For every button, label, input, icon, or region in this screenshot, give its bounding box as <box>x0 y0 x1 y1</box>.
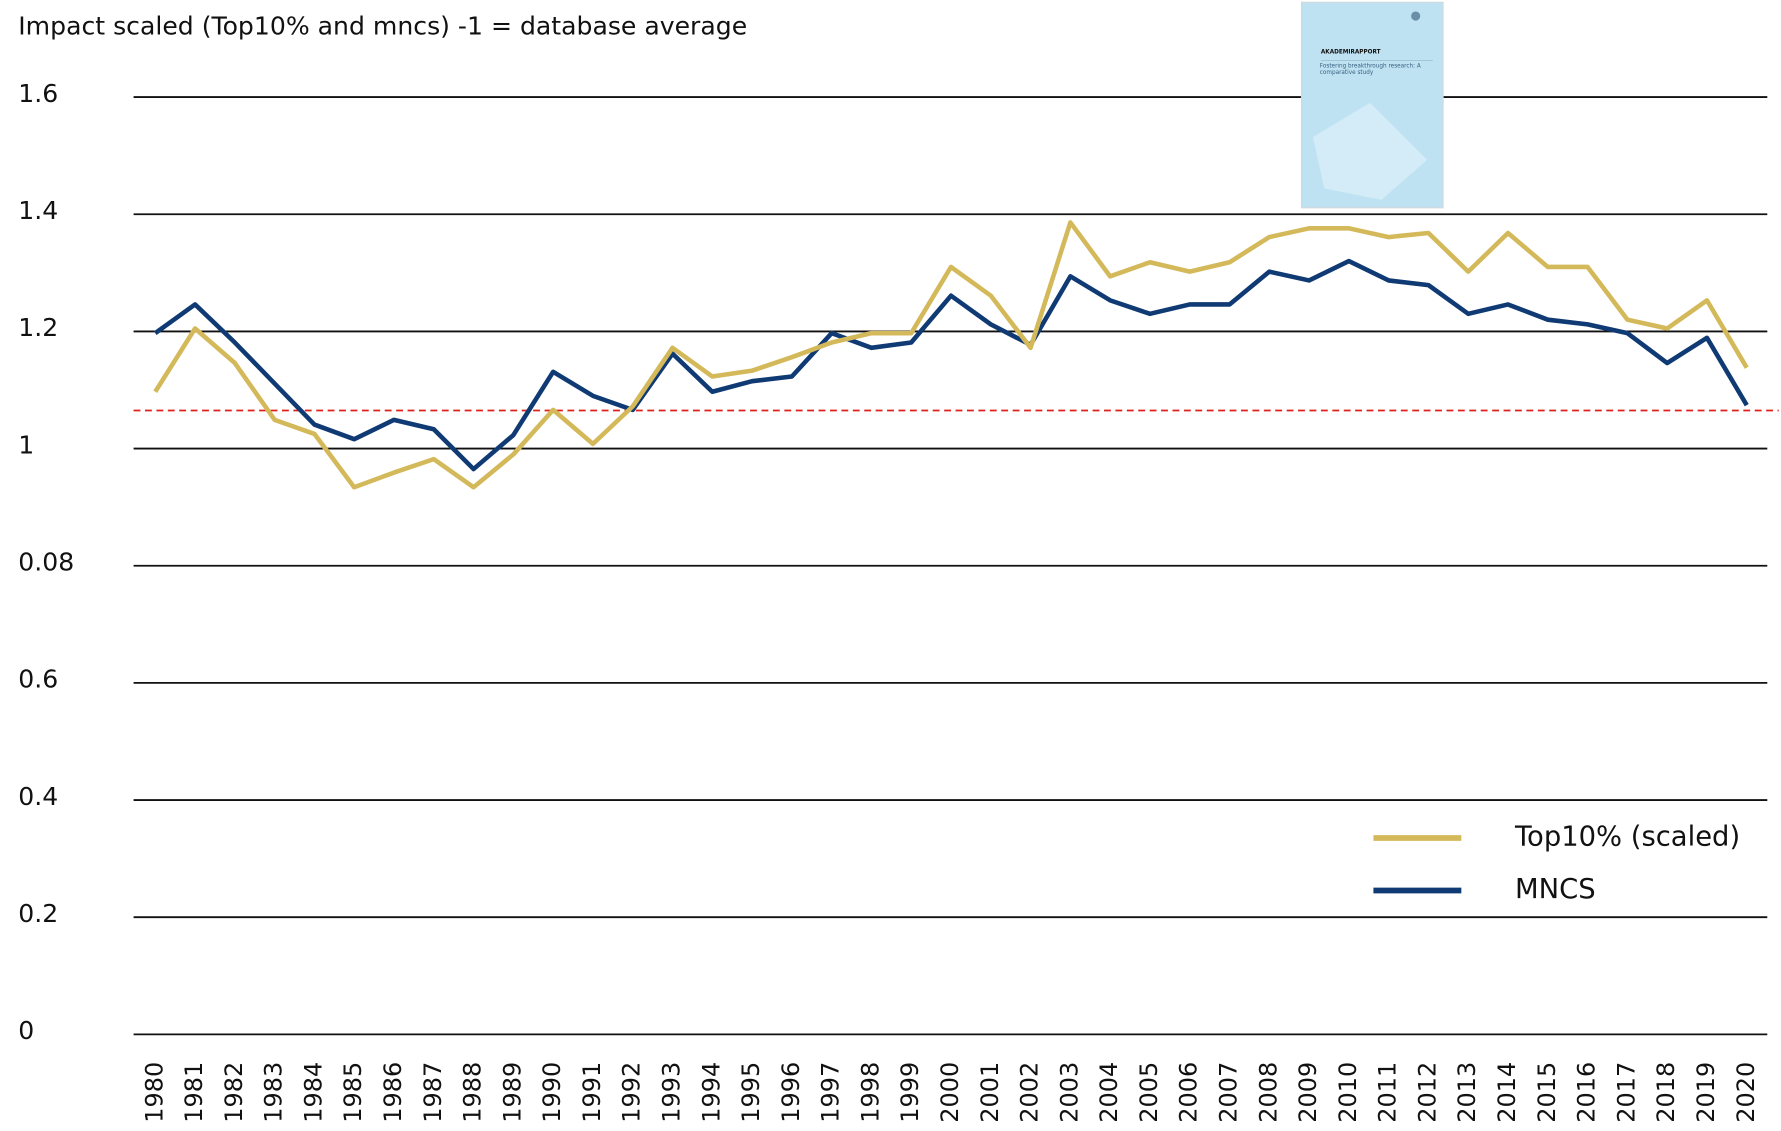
x-tick-label: 2002 <box>1016 1062 1044 1123</box>
x-tick-label: 2012 <box>1413 1062 1441 1123</box>
cover-title-box: Fostering breakthrough research: A compa… <box>1319 62 1421 77</box>
report-thumbnail: AKADEMIRAPPORT Fostering breakthrough re… <box>1300 1 1444 209</box>
x-tick-label: 1983 <box>260 1062 288 1123</box>
x-tick-label: 2008 <box>1254 1062 1282 1123</box>
x-tick-label: 1990 <box>538 1062 566 1123</box>
x-tick-label: 2020 <box>1732 1062 1760 1123</box>
x-tick-label: 1999 <box>896 1062 924 1123</box>
x-tick-label: 2019 <box>1692 1062 1720 1123</box>
x-tick-label: 1994 <box>697 1062 725 1123</box>
x-tick-label: 1986 <box>379 1062 407 1123</box>
x-tick-label: 2006 <box>1175 1062 1203 1123</box>
x-tick-label: 2007 <box>1215 1062 1243 1123</box>
x-tick-label: 2015 <box>1533 1062 1561 1123</box>
x-tick-label: 2018 <box>1652 1062 1680 1123</box>
y-tick-label: 1.2 <box>18 313 58 342</box>
x-tick-label: 2017 <box>1612 1062 1640 1123</box>
y-tick-label: 0.08 <box>18 547 74 576</box>
x-tick-label: 2005 <box>1135 1062 1163 1123</box>
x-tick-label: 1998 <box>856 1062 884 1123</box>
x-tick-label: 1987 <box>419 1062 447 1123</box>
x-tick-label: 1984 <box>299 1062 327 1123</box>
x-tick-label: 2010 <box>1334 1062 1362 1123</box>
cover-pattern <box>1312 102 1428 200</box>
x-tick-label: 1982 <box>220 1062 248 1123</box>
x-tick-label: 2013 <box>1453 1062 1481 1123</box>
x-tick-label: 2009 <box>1294 1062 1322 1123</box>
x-tick-label: 1981 <box>180 1062 208 1123</box>
cover-logo <box>1411 11 1421 21</box>
legend-label: MNCS <box>1515 874 1596 905</box>
legend-label: Top10% (scaled) <box>1514 822 1740 853</box>
y-tick-label: 0.2 <box>18 899 58 928</box>
cover-title: Fostering breakthrough research: A compa… <box>1319 62 1421 77</box>
x-tick-label: 2014 <box>1493 1062 1521 1123</box>
chart-title: Impact scaled (Top10% and mncs) -1 = dat… <box>18 11 747 40</box>
series-line <box>153 220 1749 490</box>
x-tick-label: 1988 <box>459 1062 487 1123</box>
x-tick-label: 1992 <box>618 1062 646 1123</box>
x-tick-label: 1985 <box>339 1062 367 1123</box>
x-tick-label: 1991 <box>578 1062 606 1123</box>
y-tick-label: 1 <box>18 430 34 459</box>
y-tick-label: 0.4 <box>18 782 58 811</box>
x-tick-label: 2016 <box>1573 1062 1601 1123</box>
x-tick-label: 2011 <box>1374 1062 1402 1123</box>
cover-kicker: AKADEMIRAPPORT <box>1321 50 1381 56</box>
x-tick-label: 1997 <box>817 1062 845 1123</box>
x-tick-label: 1980 <box>140 1062 168 1123</box>
y-tick-label: 0 <box>18 1016 34 1045</box>
x-tick-label: 2001 <box>976 1062 1004 1123</box>
x-tick-label: 1993 <box>657 1062 685 1123</box>
x-tick-label: 1989 <box>498 1062 526 1123</box>
x-tick-label: 1995 <box>737 1062 765 1123</box>
y-tick-label: 1.4 <box>18 196 58 225</box>
y-tick-label: 1.6 <box>18 79 58 108</box>
x-tick-label: 2004 <box>1095 1062 1123 1123</box>
series-line <box>153 258 1749 472</box>
x-tick-label: 2000 <box>936 1062 964 1123</box>
y-tick-label: 0.6 <box>18 665 58 694</box>
x-tick-label: 1996 <box>777 1062 805 1123</box>
x-tick-label: 2003 <box>1055 1062 1083 1123</box>
